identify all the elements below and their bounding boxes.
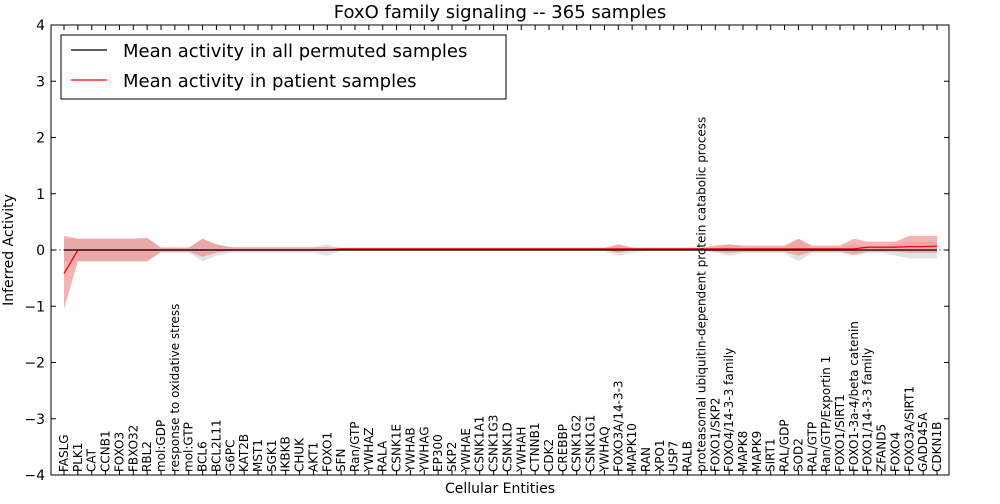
x-tick-label: USP7 xyxy=(667,441,681,472)
x-tick-label: BCL2L11 xyxy=(209,419,223,472)
x-tick-label: G6PC xyxy=(223,439,237,472)
x-tick-label: KAT2B xyxy=(237,434,251,472)
x-tick-label: XPO1 xyxy=(653,439,667,472)
y-tick-label: −2 xyxy=(24,356,45,372)
x-tick-labels: FASLG PLK1 CAT CCNB1 FOXO3 FBXO32 RBL2 mol:GDP r… xyxy=(57,117,944,473)
x-tick-label: RAL/GTP xyxy=(805,422,819,472)
x-tick-label: RAL/GDP xyxy=(778,419,792,472)
x-tick-label: CCNB1 xyxy=(99,430,113,472)
y-tick-label: −4 xyxy=(24,468,45,484)
x-tick-label: FOXO1/14-3-3 family xyxy=(861,348,875,472)
x-tick-label: CSNK1A1 xyxy=(473,416,487,472)
x-tick-label: FOXO1/SIRT1 xyxy=(833,394,847,472)
x-tick-label: CDKN1B xyxy=(930,422,944,472)
x-tick-label: FOXO1/SKP2 xyxy=(708,397,722,472)
x-tick-label: proteasomal ubiquitin-dependent protein … xyxy=(694,117,708,472)
axis-ticks: −4 −3 −2 −1 0 1 2 3 4 xyxy=(24,18,949,484)
x-tick-label: CSNK1D xyxy=(500,422,514,472)
x-tick-label: mol:GTP xyxy=(182,422,196,472)
y-tick-label: 1 xyxy=(36,187,45,203)
x-tick-label: response to oxidative stress xyxy=(168,304,182,472)
x-tick-label: FOXO4 xyxy=(888,432,902,472)
x-tick-label: MAPK9 xyxy=(750,431,764,472)
x-tick-label: CTNNB1 xyxy=(528,422,542,472)
x-tick-label: MAPK10 xyxy=(625,423,639,472)
x-tick-label: FASLG xyxy=(57,434,71,472)
x-tick-label: FOXO3A/14-3-3 xyxy=(611,380,625,472)
x-tick-label: YWHAE xyxy=(459,428,473,473)
x-tick-label: FOXO1 xyxy=(320,432,334,472)
y-tick-label: 4 xyxy=(36,18,45,34)
y-tick-label: 2 xyxy=(36,131,45,147)
x-tick-label: CDK2 xyxy=(542,439,556,472)
band-patient xyxy=(64,235,937,310)
x-tick-label: FOXO1-3a-4/beta catenin xyxy=(847,321,861,472)
x-tick-label: RAN xyxy=(639,447,653,472)
x-tick-label: SIRT1 xyxy=(764,438,778,472)
x-tick-label: YWHAQ xyxy=(597,426,611,473)
x-tick-label: SFN xyxy=(334,449,348,473)
x-tick-label: BCL6 xyxy=(196,441,210,472)
y-tick-label: 0 xyxy=(36,243,45,259)
x-tick-label: PLK1 xyxy=(71,443,85,472)
legend: Mean activity in all permuted samples Me… xyxy=(60,34,507,100)
x-tick-label: FOXO3 xyxy=(112,432,126,472)
x-tick-label: RALA xyxy=(376,440,390,472)
x-tick-label: CAT xyxy=(85,448,99,472)
y-tick-label: 3 xyxy=(36,74,45,90)
x-tick-label: Ran/GTP/Exportin 1 xyxy=(819,356,833,472)
x-tick-label: YWHAB xyxy=(403,427,417,473)
x-tick-label: YWHAH xyxy=(514,427,528,473)
x-axis-label: Cellular Entities xyxy=(445,481,555,497)
x-tick-label: SGK1 xyxy=(265,440,279,472)
x-tick-label: CREBBP xyxy=(556,424,570,472)
x-tick-label: MST1 xyxy=(251,439,265,472)
x-tick-label: CHUK xyxy=(293,437,307,472)
x-tick-label: CSNK1G2 xyxy=(570,415,584,472)
y-tick-label: −1 xyxy=(24,299,45,315)
x-tick-label: RALB xyxy=(681,441,695,472)
legend-box xyxy=(60,34,507,100)
confidence-bands xyxy=(64,235,937,310)
x-tick-label: FOXO4/14-3-3 family xyxy=(722,348,736,472)
x-tick-label: CSNK1G1 xyxy=(584,415,598,472)
x-tick-label: AKT1 xyxy=(306,442,320,472)
x-tick-label: GADD45A xyxy=(916,412,930,472)
series-lines xyxy=(51,245,949,274)
x-tick-label: ZFAND5 xyxy=(875,424,889,472)
y-axis-label: Inferred Activity xyxy=(1,194,17,306)
x-tick-label: mol:GDP xyxy=(154,420,168,472)
x-tick-label: MAPK8 xyxy=(736,431,750,472)
x-tick-label: YWHAG xyxy=(417,426,431,473)
x-tick-label: CSNK1G3 xyxy=(487,415,501,472)
x-tick-label: RBL2 xyxy=(140,441,154,472)
x-tick-label: FOXO3A/SIRT1 xyxy=(902,386,916,472)
y-tick-label: −3 xyxy=(24,412,45,428)
x-tick-label: FBXO32 xyxy=(126,425,140,472)
x-tick-label: SKP2 xyxy=(445,442,459,472)
legend-label-patient: Mean activity in patient samples xyxy=(123,71,417,92)
x-tick-label: CSNK1E xyxy=(390,424,404,472)
legend-label-permuted: Mean activity in all permuted samples xyxy=(123,41,467,62)
x-tick-label: Ran/GTP xyxy=(348,421,362,472)
x-tick-label: IKBKB xyxy=(279,436,293,472)
chart-title: FoxO family signaling -- 365 samples xyxy=(334,2,666,23)
x-tick-label: YWHAZ xyxy=(362,427,376,473)
x-tick-label: SOD2 xyxy=(791,438,805,472)
x-tick-label: EP300 xyxy=(431,434,445,472)
